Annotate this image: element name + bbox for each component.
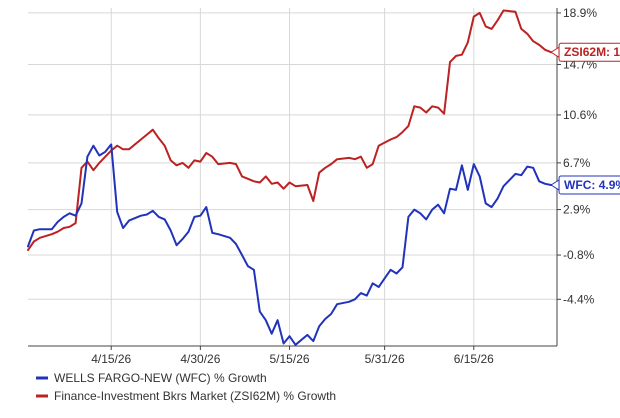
callout-label: ZSI62M: 15.7% xyxy=(564,45,620,59)
series-line-wfc xyxy=(27,143,553,346)
y-tick-label: -4.4% xyxy=(563,292,595,306)
series-layer xyxy=(27,9,553,346)
y-tick-label: 2.9% xyxy=(563,203,591,217)
x-tick-label: 5/15/26 xyxy=(270,352,310,366)
x-tick-label: 4/15/26 xyxy=(91,352,131,366)
callout-box xyxy=(558,42,620,62)
x-tick-label: 6/15/26 xyxy=(454,352,494,366)
legend-label: WELLS FARGO-NEW (WFC) % Growth xyxy=(54,371,267,385)
callout-box xyxy=(558,175,620,195)
y-tick-label: 10.6% xyxy=(563,108,597,122)
series-line-zsi62m xyxy=(27,9,553,252)
x-tick-label: 5/31/26 xyxy=(365,352,405,366)
y-tick-label: -0.8% xyxy=(563,248,595,262)
legend-entry-wfc: WELLS FARGO-NEW (WFC) % Growth xyxy=(36,371,267,385)
legend-layer: WELLS FARGO-NEW (WFC) % Growth Finance-In… xyxy=(36,371,336,403)
callout-zsi62m: ZSI62M: 15.7% xyxy=(550,42,620,62)
callout-layer: WFC: 4.9% ZSI62M: 15.7% xyxy=(550,42,620,195)
x-tick-label: 4/30/26 xyxy=(180,352,220,366)
y-tick-label: 18.9% xyxy=(563,6,597,20)
callout-pointer xyxy=(550,179,560,191)
grid-layer xyxy=(28,8,557,346)
legend-entry-zsi62m: Finance-Investment Bkrs Market (ZSI62M) … xyxy=(36,389,336,403)
callout-label: WFC: 4.9% xyxy=(564,178,620,192)
legend-label: Finance-Investment Bkrs Market (ZSI62M) … xyxy=(54,389,336,403)
callout-pointer xyxy=(550,46,560,59)
callout-wfc: WFC: 4.9% xyxy=(550,175,620,195)
y-tick-label: 6.7% xyxy=(563,156,591,170)
axis-layer: 18.9%14.7%10.6%6.7%2.9%-0.8%-4.4%4/15/26… xyxy=(28,6,597,366)
